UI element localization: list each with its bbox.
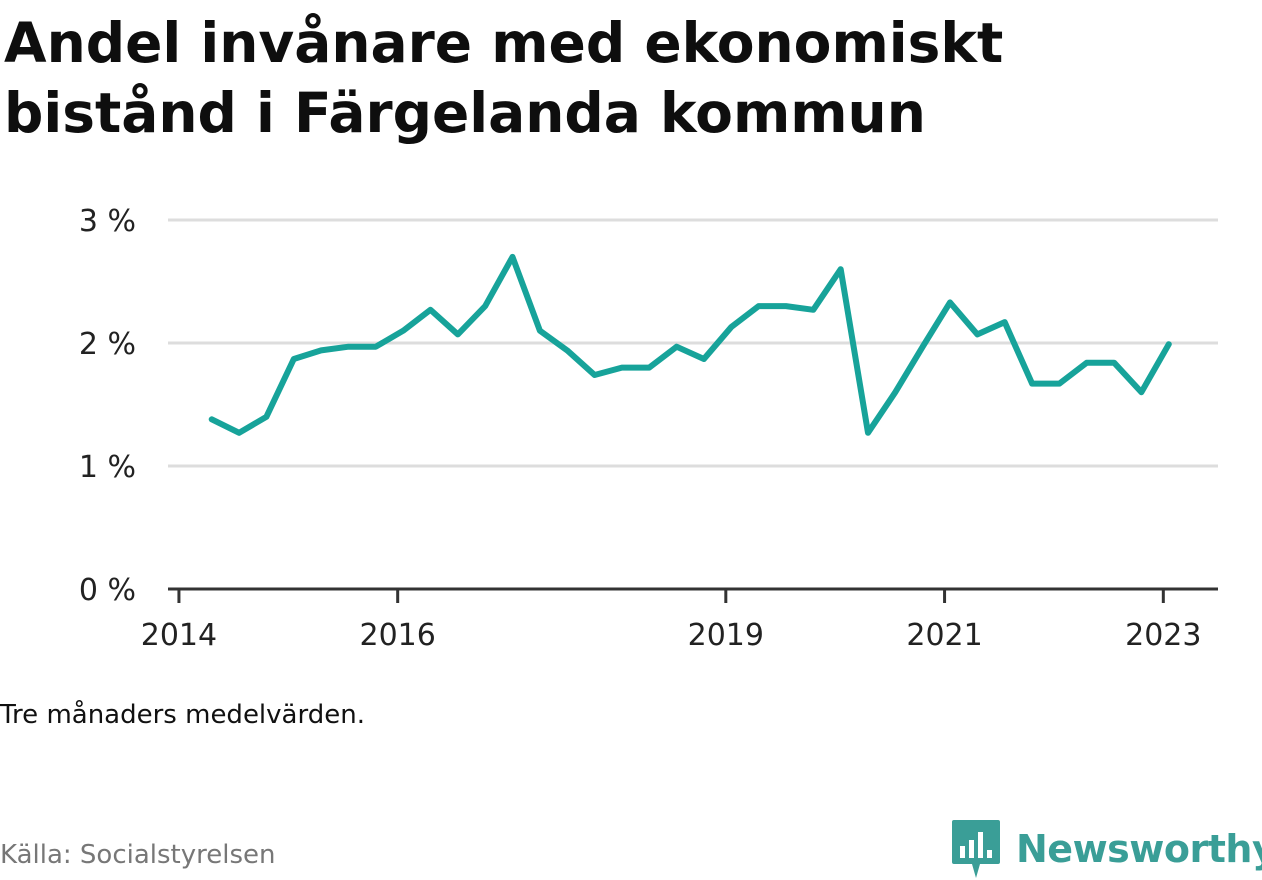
newsworthy-bars-icon <box>952 820 1000 878</box>
series-line <box>208 253 1172 436</box>
chart-title: Andel invånare med ekonomiskt bistånd i … <box>4 11 1004 145</box>
y-tick-label: 2 % <box>79 327 136 362</box>
y-tick-label: 1 % <box>79 450 136 485</box>
newsworthy-logo: Newsworthy <box>950 818 1262 880</box>
x-tick-label: 2021 <box>906 618 982 653</box>
grid-lines <box>168 218 1218 468</box>
x-tick-label: 2016 <box>360 618 436 653</box>
brand-name: Newsworthy <box>1016 827 1262 871</box>
y-tick-label: 3 % <box>79 204 136 239</box>
x-tick-label: 2014 <box>141 618 217 653</box>
line-chart: 0 % 1 % 2 % 3 % 2014 2016 2019 2021 2023 <box>79 204 1218 653</box>
x-axis-labels: 2014 2016 2019 2021 2023 <box>141 618 1202 653</box>
y-tick-label: 0 % <box>79 573 136 608</box>
x-tick-label: 2019 <box>688 618 764 653</box>
x-tick-label: 2023 <box>1125 618 1201 653</box>
chart-note: Tre månaders medelvärden. <box>0 700 365 730</box>
x-axis-ticks <box>177 589 1165 603</box>
y-axis-labels: 0 % 1 % 2 % 3 % <box>79 204 136 608</box>
source-text: Källa: Socialstyrelsen <box>0 840 276 870</box>
